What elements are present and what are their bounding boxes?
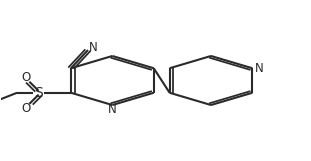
Text: N: N xyxy=(255,62,263,75)
Text: N: N xyxy=(89,41,98,54)
Text: O: O xyxy=(21,102,30,115)
Text: O: O xyxy=(21,71,30,84)
Text: N: N xyxy=(108,103,117,116)
Text: S: S xyxy=(34,86,43,100)
